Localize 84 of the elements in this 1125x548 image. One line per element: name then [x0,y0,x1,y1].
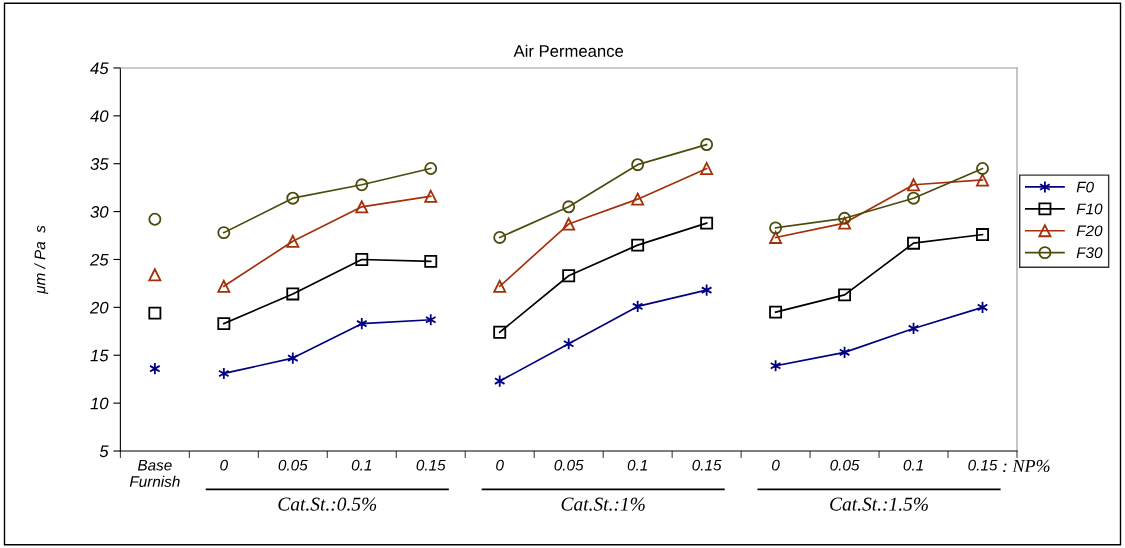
point [425,313,437,327]
point [286,287,300,301]
point [976,300,989,314]
point [424,189,438,203]
y-tick-label: 15 [90,349,109,362]
point [286,234,300,248]
point [976,228,989,242]
x-tick-label: 0 [220,459,228,471]
point [148,268,162,282]
point [631,192,645,206]
point [493,230,507,244]
y-tick-label: 40 [90,110,109,123]
x-tick-label: 0.1 [351,459,372,471]
point [907,191,921,205]
point [493,279,507,293]
y-tick-label: 45 [90,62,109,75]
point [217,279,231,293]
x-tick-label: 0 [496,459,504,471]
legend-label: F10 [1076,203,1103,215]
x-tick-label: 0.05 [554,459,584,471]
point [355,200,369,214]
point [769,305,783,319]
point [493,325,507,339]
x-tick-label: 0.15 [692,459,722,471]
point [217,317,231,331]
point [769,230,783,244]
x-tick-label: Base Furnish [129,459,180,488]
point [907,236,921,250]
point [631,299,644,313]
point [424,162,438,175]
point [838,288,852,302]
point [494,374,506,388]
point [769,359,782,373]
point [907,321,920,335]
point [700,216,714,230]
point [218,366,230,380]
chart-title: Air Permeance [513,44,624,57]
x-tick-label: 0.1 [903,459,923,471]
point [769,221,783,235]
point [356,317,368,331]
x-tick-label: 0.05 [830,459,860,471]
y-tick-label: 30 [90,206,109,218]
point [700,138,714,152]
y-tick-label: 20 [89,301,109,314]
y-tick-label: 10 [90,397,109,410]
y-tick-label: 35 [90,158,109,170]
x-tick-label: 0 [772,459,780,471]
point [286,191,300,205]
x-tick-label: 0.05 [278,459,308,471]
point [700,162,714,175]
text: : NP% [1003,459,1050,473]
point [562,200,576,214]
point [148,306,162,320]
point [838,211,852,225]
point [424,254,438,268]
point [562,337,575,351]
text: Cat.St.:1.5% [830,497,928,511]
x-tick-label: 0.15 [968,459,998,471]
point [149,362,161,376]
point [838,216,852,230]
point [562,217,576,231]
point [838,345,851,359]
point [355,178,369,192]
legend-label: F30 [1076,247,1103,259]
point [976,162,989,175]
y-axis-title: μm / Pa s [34,225,49,295]
point [287,351,299,365]
point [148,212,162,226]
point [631,158,645,172]
point [976,173,989,187]
point [631,238,645,252]
text: Cat.St.:0.5% [278,497,377,511]
point [355,253,369,266]
legend-label: F0 [1076,181,1094,193]
point [700,283,713,297]
x-tick-label: 0.1 [627,459,647,471]
x-tick-label: 0.15 [416,459,446,471]
point [907,178,921,192]
legend-label: F20 [1076,225,1103,237]
y-tick-label: 25 [89,253,109,266]
point [562,269,576,283]
point [217,226,231,240]
y-tick-label: 5 [99,445,109,458]
text: Cat.St.:1% [561,497,645,511]
